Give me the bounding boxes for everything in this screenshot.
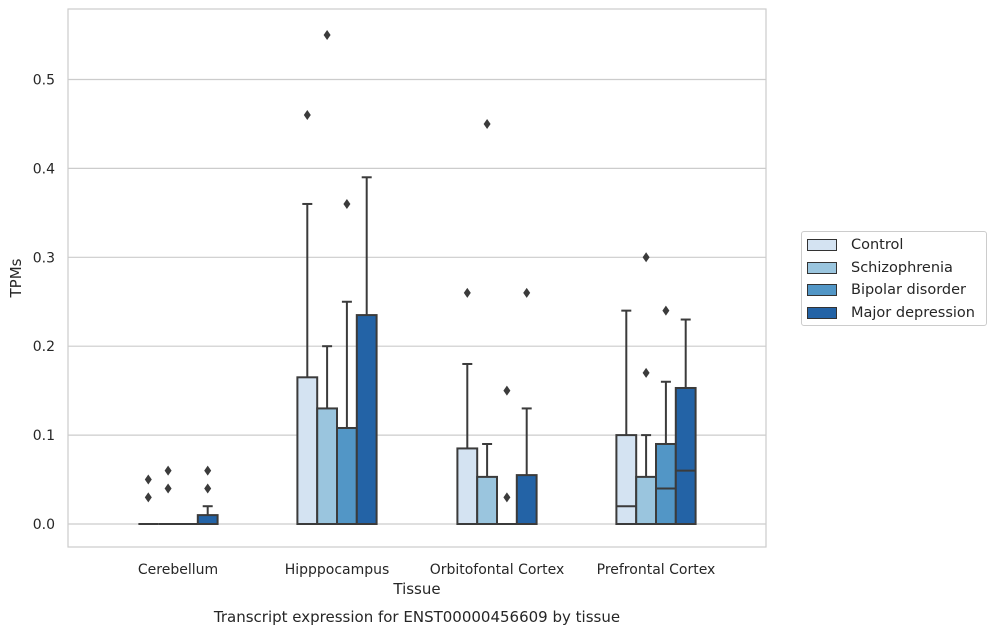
legend-label: Bipolar disorder (851, 282, 966, 298)
plot-frame (67, 8, 767, 548)
box (476, 475, 499, 525)
outlier-point (204, 483, 212, 494)
box (674, 386, 697, 525)
legend-label: Control (851, 237, 904, 253)
box (515, 474, 538, 526)
y-tick-labels: 0.0 0.1 0.2 0.3 0.4 0.5 (33, 73, 55, 534)
box-plot (674, 318, 697, 525)
box-plot (655, 305, 677, 525)
outlier-point (343, 198, 351, 209)
box-plot (615, 309, 638, 526)
x-tick-label: Cerebellum (138, 562, 218, 578)
outlier-point (164, 465, 172, 476)
outlier-point (642, 367, 650, 378)
outlier-point (303, 110, 311, 121)
legend-label: Schizophrenia (851, 259, 953, 276)
x-axis-title: Tissue (392, 580, 440, 598)
legend-swatch (807, 306, 837, 319)
box-groups (138, 30, 697, 526)
legend-item-bipolar-disorder: Bipolar disorder (807, 280, 966, 300)
outlier-point (164, 483, 172, 494)
box (316, 407, 339, 525)
box (655, 442, 677, 525)
y-tick-label: 0.4 (33, 161, 55, 177)
box-plot (158, 465, 178, 525)
box-plot (456, 287, 479, 525)
x-tick-label: Orbitofontal Cortex (430, 562, 565, 578)
x-tick-label: Hipppocampus (285, 562, 390, 578)
box (336, 426, 358, 526)
box-plot (355, 176, 378, 525)
box-plot (316, 30, 339, 525)
y-axis-title: TPMs (7, 258, 25, 298)
outlier-point (523, 287, 531, 298)
outlier-point (662, 305, 670, 316)
outlier-point (503, 385, 511, 396)
box-plot (635, 252, 658, 525)
legend: Control Schizophrenia Bipolar disorder M… (801, 231, 987, 326)
outlier-point (503, 492, 511, 503)
box-plot (138, 474, 159, 525)
y-tick-label: 0.0 (33, 517, 55, 533)
x-tick-label: Prefrontal Cortex (597, 562, 716, 578)
y-tick-label: 0.1 (33, 428, 55, 444)
outlier-point (463, 287, 471, 298)
chart-title: Transcript expression for ENST0000045660… (213, 608, 620, 626)
box-plot (196, 465, 219, 525)
box-plot (497, 385, 517, 525)
legend-item-schizophrenia: Schizophrenia (807, 258, 953, 278)
legend-item-major-depression: Major depression (807, 303, 975, 323)
outlier-point (483, 118, 491, 129)
box (355, 314, 378, 525)
legend-swatch (807, 239, 837, 251)
legend-label: Major depression (851, 304, 975, 321)
box-plot (296, 110, 319, 525)
y-tick-label: 0.3 (33, 250, 55, 266)
box-plot (476, 118, 499, 525)
outlier-point (323, 30, 331, 41)
box-plot (515, 287, 538, 526)
box-plot (336, 198, 358, 526)
outlier-point (144, 474, 152, 485)
legend-swatch (807, 261, 837, 274)
legend-item-control: Control (807, 235, 903, 255)
box (635, 475, 658, 525)
y-tick-label: 0.5 (33, 73, 55, 89)
x-tick-labels: Cerebellum Hipppocampus Orbitofontal Corte… (138, 562, 715, 578)
box (456, 447, 479, 525)
outlier-point (204, 465, 212, 476)
outlier-point (144, 492, 152, 503)
box (296, 376, 319, 525)
outlier-point (642, 252, 650, 263)
box (615, 434, 638, 526)
box (196, 514, 219, 525)
legend-swatch (807, 284, 837, 296)
y-tick-label: 0.2 (33, 339, 55, 355)
